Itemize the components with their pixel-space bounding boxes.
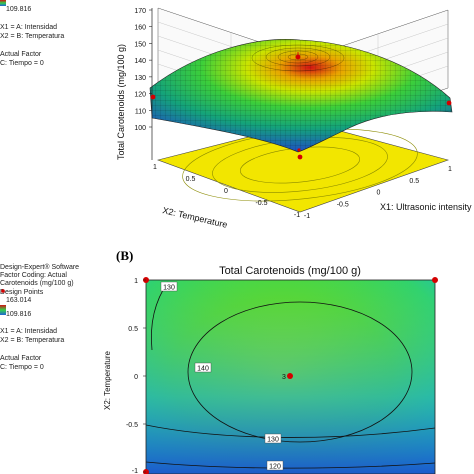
z-tick-label: 110 <box>135 108 146 115</box>
contour-line-140 <box>187 301 413 443</box>
legend-design-points: Design Points <box>0 289 44 296</box>
x2-tick-label: 0 <box>224 188 228 195</box>
contour-label-130: 130 <box>267 437 279 444</box>
contour-y-tick-label: 0.5 <box>128 326 138 333</box>
contour-y-axis-ticks: 1 0.5 0 -0.5 -1 <box>126 278 146 474</box>
legend-factor-x2: X2 = B: Temperatura <box>0 33 64 40</box>
design-point <box>143 469 149 474</box>
design-point <box>432 277 438 283</box>
z-tick-label: 120 <box>134 92 146 99</box>
legend-actual-factor-value: C: Tiempo = 0 <box>0 364 44 371</box>
panel-b-label: (B) <box>116 248 133 263</box>
x2-tick-label: 1 <box>153 164 157 171</box>
design-points-3d <box>150 52 452 160</box>
z-tick-label: 170 <box>134 8 146 15</box>
contour-title: Total Carotenoids (mg/100 g) <box>219 265 361 277</box>
contour-label-130-upper: 130 <box>163 285 175 292</box>
x1-axis-label: X1: Ultrasonic intensity <box>380 202 472 212</box>
legend-software: Design-Expert® Software <box>0 263 79 271</box>
contour-labels: 130 140 130 120 <box>160 281 284 471</box>
x2-axis-ticks: 1 0.5 0 -0.5 -1 <box>153 164 300 219</box>
z-tick-label: 150 <box>134 41 146 48</box>
surface-mesh <box>150 39 452 152</box>
design-point-center <box>295 54 301 60</box>
center-point-count: 3 <box>282 374 286 381</box>
x1-axis-ticks: -1 -0.5 0 0.5 1 <box>304 166 452 220</box>
x1-tick-label: 0 <box>377 190 381 197</box>
design-points-2d: 3 <box>143 277 438 474</box>
contour-label-140: 140 <box>197 366 209 373</box>
z-tick-label: 130 <box>134 75 146 82</box>
surface-contour-rings <box>251 44 345 72</box>
x1-tick-label: 0.5 <box>409 178 419 185</box>
legend-min-value: 109.816 <box>6 6 31 13</box>
x2-tick-label: 0.5 <box>186 176 196 183</box>
design-point <box>297 154 303 160</box>
contour-y-axis-label: X2: Temperature <box>103 350 112 410</box>
contour-line-120 <box>146 461 435 469</box>
design-point-center <box>287 373 293 379</box>
x2-axis-label: X2: Temperature <box>162 205 229 230</box>
design-point <box>297 148 301 152</box>
x1-tick-label: -1 <box>304 213 310 220</box>
z-axis-ticks: 100 110 120 130 140 150 160 170 <box>134 8 152 132</box>
legend-actual-factor-value: C: Tiempo = 0 <box>0 60 44 67</box>
legend-factor-x2: X2 = B: Temperatura <box>0 337 64 344</box>
legend-coding: Factor Coding: Actual <box>0 272 67 279</box>
legend-factor-x1: X1 = A: Intensidad <box>0 24 57 31</box>
x1-tick-label: -0.5 <box>337 201 349 208</box>
legend-max-value: 163.014 <box>6 297 31 304</box>
z-tick-label: 100 <box>134 125 146 132</box>
design-point <box>150 94 156 100</box>
legend-actual-factor-title: Actual Factor <box>0 51 42 58</box>
z-tick-label: 160 <box>134 25 146 32</box>
legend-response: Carotenoids (mg/100 g) <box>0 280 74 287</box>
contour-plot: 130 140 130 120 3 1 0.5 0 -0.5 -1 X2: Temper… <box>103 277 438 474</box>
design-point <box>446 100 452 106</box>
contour-y-tick-label: -1 <box>132 468 138 474</box>
legend-factor-x1: X1 = A: Intensidad <box>0 328 57 335</box>
legend-top: 109.816 X1 = A: Intensidad X2 = B: Tempe… <box>0 0 64 67</box>
legend-design-point-marker <box>1 289 5 293</box>
contour-y-tick-label: -0.5 <box>126 422 138 429</box>
contour-y-tick-label: 0 <box>134 374 138 381</box>
legend-actual-factor-title: Actual Factor <box>0 355 42 362</box>
contour-label-120: 120 <box>269 464 281 471</box>
legend-color-bar <box>0 305 6 315</box>
z-axis-label: Total Carotenoids (mg/100 g) <box>116 44 126 160</box>
legend-bottom: Design-Expert® Software Factor Coding: A… <box>0 263 79 371</box>
x1-tick-label: 1 <box>448 166 452 173</box>
x2-tick-label: -1 <box>294 212 300 219</box>
contour-frame <box>145 279 436 474</box>
x2-tick-label: -0.5 <box>255 200 267 207</box>
z-tick-label: 140 <box>134 58 146 65</box>
legend-color-bar <box>0 0 6 6</box>
legend-min-value: 109.816 <box>6 311 31 318</box>
contour-y-tick-label: 1 <box>134 278 138 285</box>
